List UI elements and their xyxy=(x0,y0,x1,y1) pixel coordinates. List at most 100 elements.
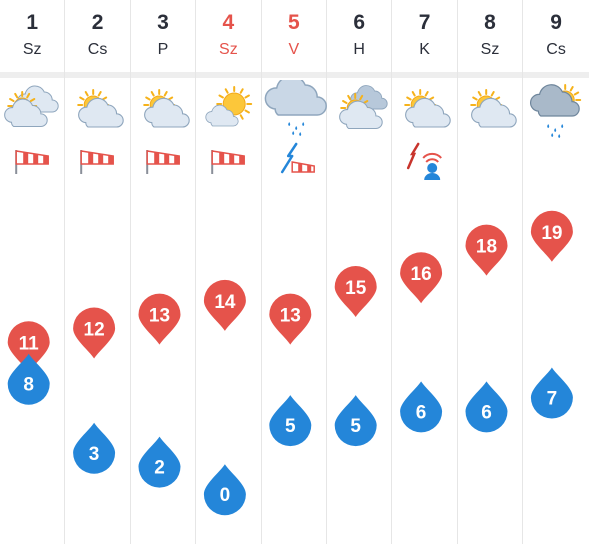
day-name: V xyxy=(288,41,300,58)
day-number: 3 xyxy=(157,11,169,34)
day-name: Cs xyxy=(87,41,108,58)
max-temp-marker xyxy=(269,293,312,345)
day-number: 6 xyxy=(353,11,366,34)
windsock-icon xyxy=(65,142,129,182)
min-temp-drop: 2 xyxy=(138,436,181,488)
max-temp-marker xyxy=(530,210,573,262)
min-temp-label: 5 xyxy=(285,416,296,437)
weather-icon xyxy=(65,80,129,140)
weather-icon xyxy=(458,80,522,140)
day-number: 5 xyxy=(287,11,300,34)
max-temp-pin: 15 xyxy=(334,266,377,318)
day-name: K xyxy=(419,41,430,58)
min-temp-label: 7 xyxy=(547,389,558,410)
day-number: 2 xyxy=(91,11,104,34)
max-temp-pin: 13 xyxy=(269,293,312,345)
day-number: 4 xyxy=(222,11,235,34)
max-temp-label: 15 xyxy=(345,278,367,299)
max-temp-marker xyxy=(334,266,377,318)
max-temp-pin: 12 xyxy=(73,307,116,359)
min-temp-drop: 0 xyxy=(203,464,246,516)
weather-warning-icon xyxy=(392,142,456,182)
max-temp-pin: 19 xyxy=(530,210,573,262)
min-temp-marker xyxy=(138,436,181,488)
max-temp-marker xyxy=(400,252,443,304)
windsock-icon xyxy=(131,142,195,182)
max-temp-label: 13 xyxy=(149,306,170,327)
max-temp-label: 11 xyxy=(19,333,40,354)
windsock-icon xyxy=(0,142,64,182)
min-temp-label: 3 xyxy=(89,444,100,465)
min-temp-marker xyxy=(400,381,443,433)
storm-windsock-icon xyxy=(262,142,326,182)
weather-icon xyxy=(392,80,456,140)
day-column[interactable]: 8 Sz xyxy=(458,0,524,544)
day-number: 1 xyxy=(26,11,39,34)
max-temp-label: 18 xyxy=(476,237,497,258)
min-temp-drop: 7 xyxy=(530,367,573,419)
day-header: 1 Sz xyxy=(0,0,64,72)
weather-icon xyxy=(196,80,260,140)
weather-icon xyxy=(131,80,195,140)
max-temp-pin: 16 xyxy=(400,252,443,304)
max-temp-pin: 14 xyxy=(203,279,246,331)
max-temp-pin: 13 xyxy=(138,293,181,345)
min-temp-drop: 5 xyxy=(269,395,312,447)
min-temp-drop: 3 xyxy=(73,422,116,474)
min-temp-drop: 8 xyxy=(7,353,50,405)
min-temp-marker xyxy=(203,464,246,516)
day-number: 8 xyxy=(484,11,496,34)
min-temp-marker xyxy=(334,395,377,447)
min-temp-label: 6 xyxy=(416,402,427,423)
day-column[interactable]: 4 Sz xyxy=(196,0,262,544)
weather-icon xyxy=(0,80,64,140)
day-number: 7 xyxy=(418,11,431,34)
max-temp-marker xyxy=(138,293,181,345)
min-temp-marker xyxy=(465,381,508,433)
min-temp-marker xyxy=(530,367,573,419)
day-name: Cs xyxy=(546,41,566,58)
min-temp-label: 8 xyxy=(23,375,34,396)
max-temp-label: 14 xyxy=(214,292,236,313)
min-temp-label: 6 xyxy=(481,402,492,423)
max-temp-marker xyxy=(203,279,246,331)
min-temp-marker xyxy=(269,395,312,447)
windsock-icon xyxy=(196,142,260,182)
day-name: H xyxy=(353,41,365,58)
max-temp-label: 19 xyxy=(541,223,562,244)
max-temp-marker xyxy=(465,224,508,276)
min-temp-drop: 6 xyxy=(400,381,443,433)
min-temp-drop: 6 xyxy=(465,381,508,433)
day-column[interactable]: 1 Sz xyxy=(0,0,66,544)
day-header: 9 Cs xyxy=(523,0,589,72)
day-name: P xyxy=(157,41,169,58)
day-header: 4 Sz xyxy=(196,0,260,72)
day-number: 9 xyxy=(550,11,562,34)
min-temp-drop: 5 xyxy=(334,395,377,447)
weather-icon xyxy=(327,80,391,140)
day-header: 2 Cs xyxy=(65,0,129,72)
weather-icon xyxy=(262,75,327,140)
max-temp-pin: 18 xyxy=(465,224,508,276)
day-name: Sz xyxy=(22,41,42,58)
max-temp-label: 16 xyxy=(411,264,432,285)
min-temp-label: 5 xyxy=(350,416,361,437)
min-temp-label: 2 xyxy=(154,458,165,479)
min-temp-marker xyxy=(73,422,116,474)
day-column[interactable]: 2 Cs xyxy=(65,0,131,544)
day-column[interactable]: 9 Cs xyxy=(523,0,589,544)
min-temp-marker xyxy=(7,353,50,405)
max-temp-pin: 11 xyxy=(7,321,50,373)
max-temp-marker xyxy=(7,321,50,373)
day-header: 8 Sz xyxy=(458,0,522,72)
